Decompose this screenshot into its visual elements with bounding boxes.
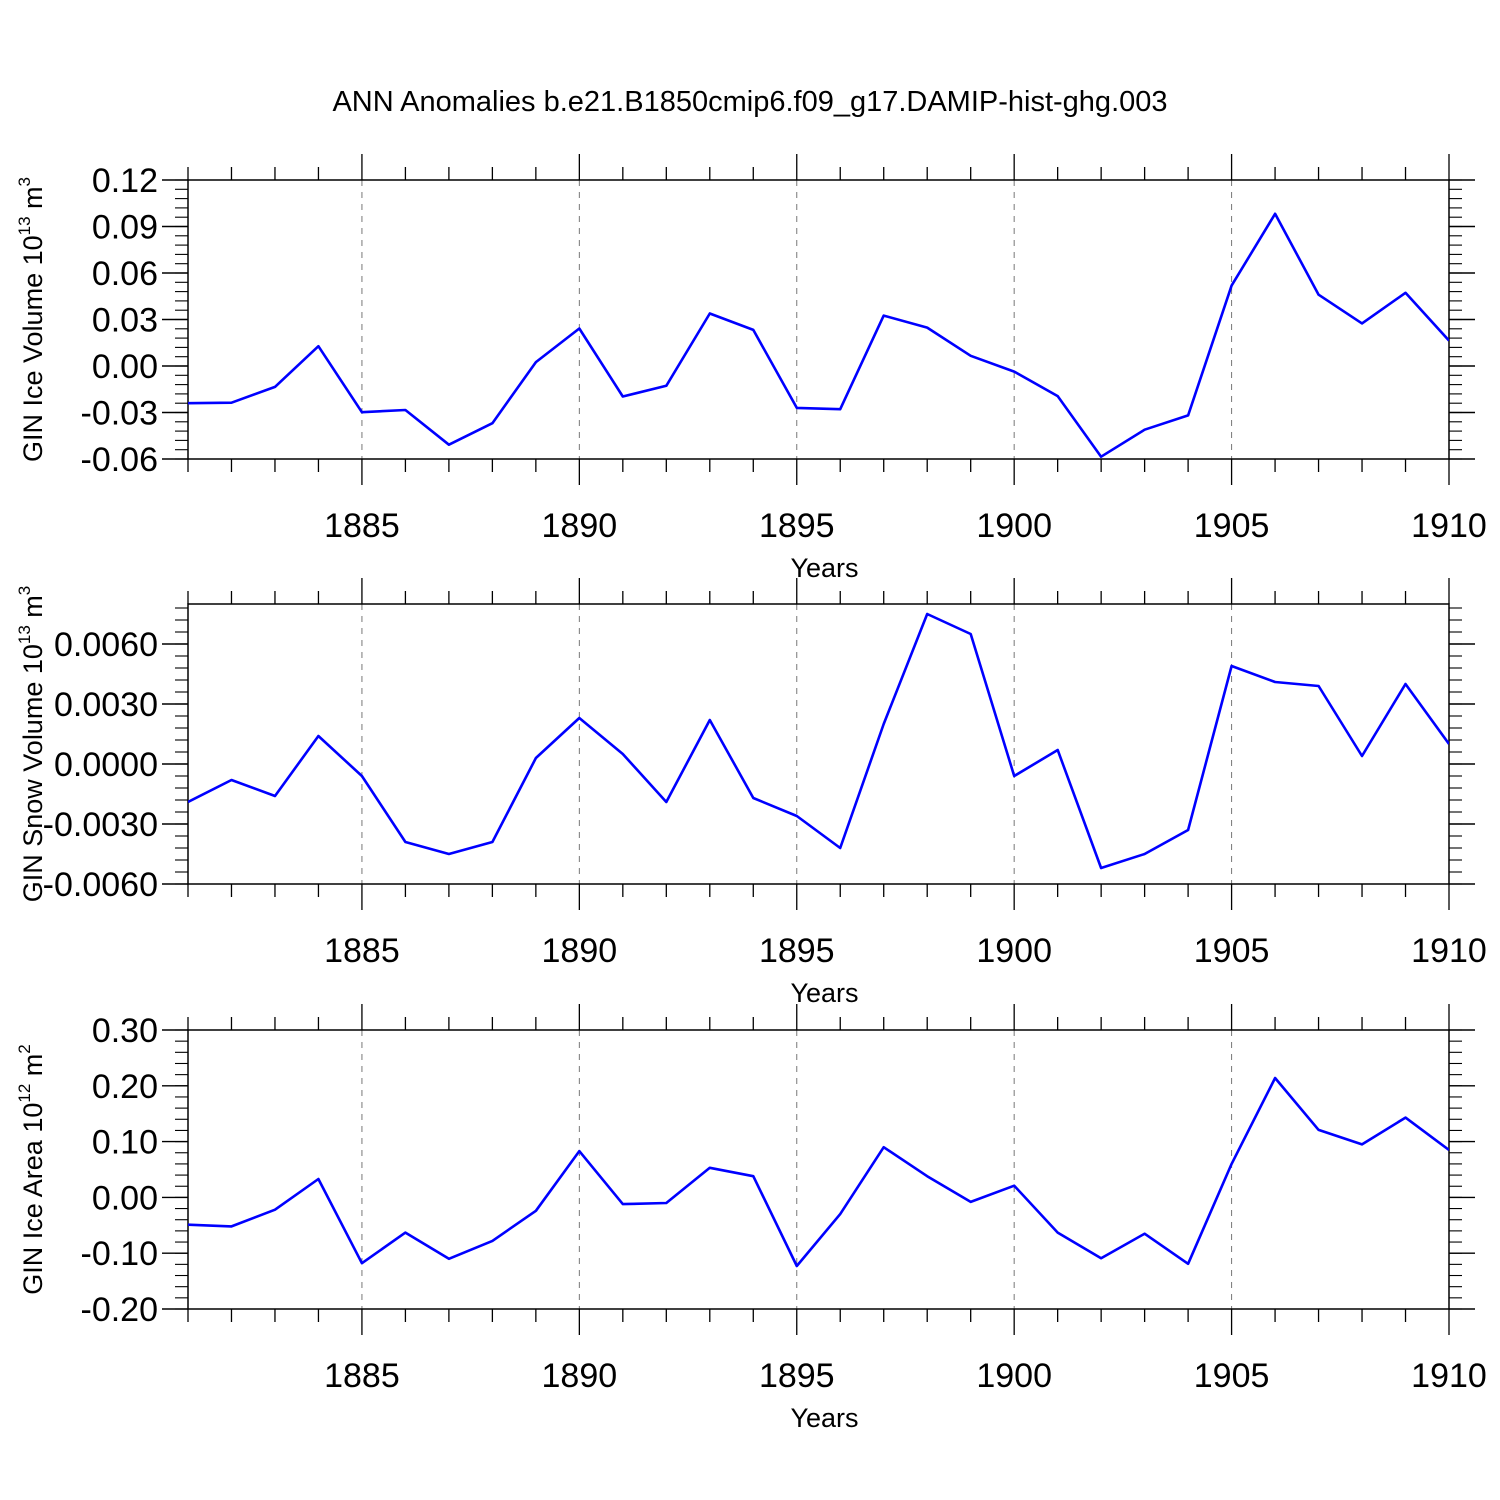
data-point: [273, 1208, 277, 1212]
x-tick-label: 1905: [1194, 507, 1270, 545]
data-point: [577, 1149, 581, 1153]
data-point: [316, 1177, 320, 1181]
y-tick-label: -0.06: [81, 441, 159, 479]
data-point: [882, 1145, 886, 1149]
y-axis-label-exponent: 13: [15, 625, 34, 644]
x-axis-label: Years: [790, 553, 858, 583]
y-axis-label: GIN Ice Area 1012 m2: [15, 1044, 48, 1295]
data-point: [1273, 1076, 1277, 1080]
data-point: [1143, 1232, 1147, 1236]
y-tick-label: -0.0060: [43, 866, 158, 904]
y-axis-label-unit-exponent: 2: [15, 1044, 34, 1053]
data-point: [490, 1239, 494, 1243]
data-point: [1099, 1256, 1103, 1260]
data-point: [621, 1202, 625, 1206]
data-point: [1186, 1262, 1190, 1266]
x-tick-label: 1900: [976, 1357, 1052, 1395]
y-axis-label-exponent: 12: [15, 1084, 34, 1103]
data-point: [664, 1201, 668, 1205]
y-tick-label: -0.03: [81, 395, 159, 433]
y-tick-label: -0.10: [81, 1235, 159, 1273]
data-point: [1360, 1142, 1364, 1146]
y-axis-label-unit: m: [18, 186, 48, 216]
data-point: [534, 1209, 538, 1213]
x-axis-label: Years: [790, 1403, 858, 1433]
data-point: [751, 1174, 755, 1178]
series-line: [188, 1076, 1449, 1268]
data-point: [925, 1174, 929, 1178]
x-tick-label: 1895: [759, 1357, 835, 1395]
data-point: [186, 1223, 190, 1227]
y-axis-label-text: GIN Ice Volume 10: [18, 235, 48, 462]
y-tick-label: -0.0030: [43, 806, 158, 844]
data-point: [1230, 1162, 1234, 1166]
y-tick-label: 0.12: [92, 162, 158, 200]
y-tick-label: 0.03: [92, 302, 158, 340]
data-point: [403, 1231, 407, 1235]
x-tick-label: 1905: [1194, 932, 1270, 970]
y-axis-label-unit-exponent: 3: [15, 177, 34, 186]
y-tick-label: 0.30: [92, 1012, 158, 1050]
y-axis-label: GIN Snow Volume 1013 m3: [15, 586, 48, 903]
y-axis-label: GIN Ice Volume 1013 m3: [15, 177, 48, 462]
x-tick-label: 1910: [1411, 932, 1487, 970]
data-point: [447, 1257, 451, 1261]
data-point: [360, 1261, 364, 1265]
x-tick-label: 1905: [1194, 1357, 1270, 1395]
plot-frame: [187, 1029, 1450, 1310]
series-line: [188, 212, 1449, 459]
y-tick-label: 0.0060: [54, 626, 158, 664]
x-tick-label: 1890: [542, 1357, 618, 1395]
y-tick-label: -0.20: [81, 1291, 159, 1329]
figure-title: ANN Anomalies b.e21.B1850cmip6.f09_g17.D…: [332, 86, 1168, 118]
y-axis-label-text: GIN Ice Area 10: [18, 1103, 48, 1295]
y-axis-label-exponent: 13: [15, 216, 34, 235]
y-axis-label-unit-exponent: 3: [15, 586, 34, 595]
y-axis-label-unit: m: [18, 1054, 48, 1084]
data-point: [795, 1264, 799, 1268]
y-axis-label-unit: m: [18, 595, 48, 625]
y-tick-label: 0.0030: [54, 686, 158, 724]
series-line: [188, 612, 1449, 870]
data-point: [1404, 1116, 1408, 1120]
y-tick-label: 0.0000: [54, 746, 158, 784]
y-axis-label-text: GIN Snow Volume 10: [18, 644, 48, 902]
y-tick-label: 0.20: [92, 1068, 158, 1106]
x-tick-label: 1900: [976, 932, 1052, 970]
data-point: [229, 1224, 233, 1228]
x-tick-label: 1895: [759, 507, 835, 545]
y-tick-label: 0.06: [92, 255, 158, 293]
data-point: [1317, 1128, 1321, 1132]
x-tick-label: 1890: [542, 932, 618, 970]
x-tick-label: 1910: [1411, 507, 1487, 545]
x-tick-label: 1885: [324, 932, 400, 970]
data-point: [708, 1166, 712, 1170]
data-point: [969, 1200, 973, 1204]
y-tick-label: 0.10: [92, 1124, 158, 1162]
data-point: [838, 1212, 842, 1216]
data-point: [1056, 1231, 1060, 1235]
x-tick-label: 1885: [324, 1357, 400, 1395]
data-point: [1012, 1184, 1016, 1188]
y-tick-label: 0.00: [92, 348, 158, 386]
x-tick-label: 1900: [976, 507, 1052, 545]
x-tick-label: 1895: [759, 932, 835, 970]
x-tick-label: 1885: [324, 507, 400, 545]
data-point: [1447, 1148, 1451, 1152]
x-axis-label: Years: [790, 978, 858, 1008]
y-tick-label: 0.09: [92, 209, 158, 247]
x-tick-label: 1890: [542, 507, 618, 545]
x-tick-label: 1910: [1411, 1357, 1487, 1395]
y-tick-label: 0.00: [92, 1179, 158, 1217]
